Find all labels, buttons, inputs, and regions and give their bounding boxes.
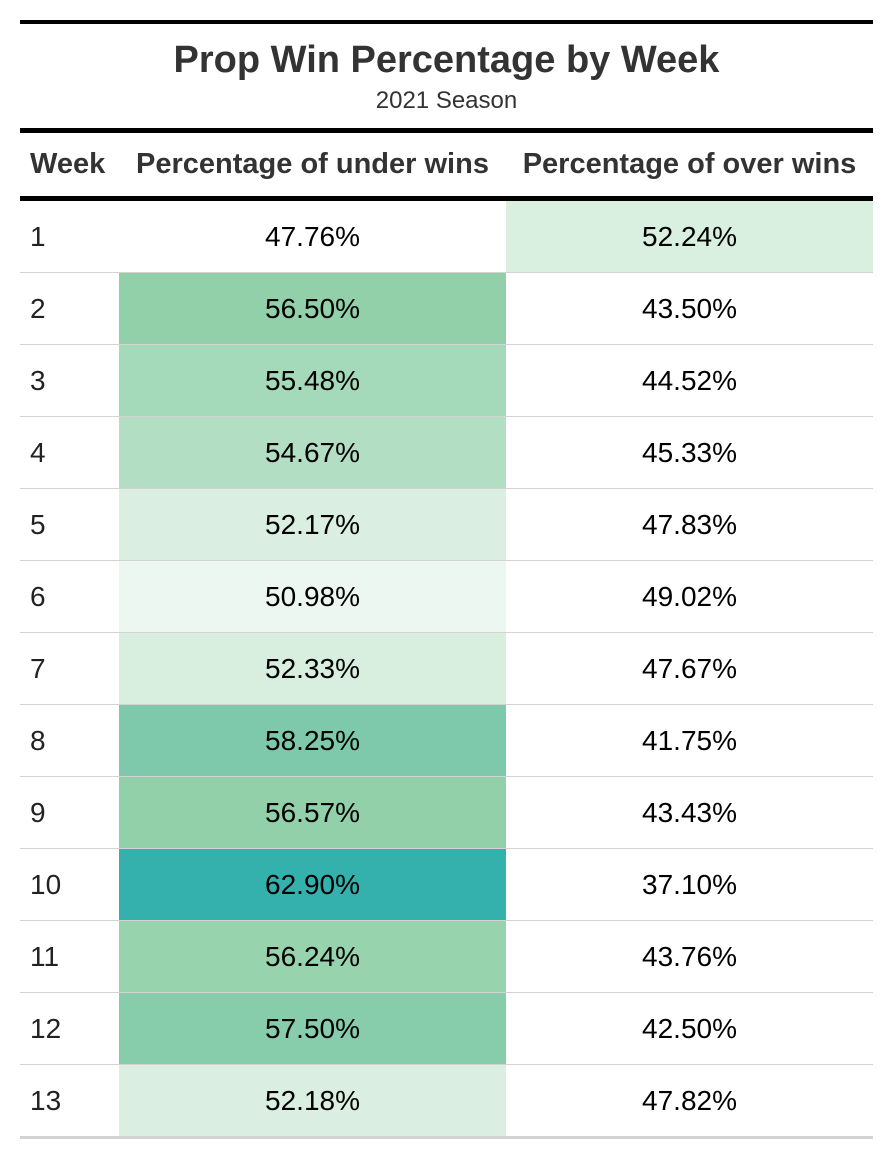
over-cell: 43.43% bbox=[506, 776, 873, 849]
under-cell: 57.50% bbox=[119, 992, 506, 1065]
week-cell: 4 bbox=[20, 416, 119, 489]
over-cell: 37.10% bbox=[506, 848, 873, 921]
table-figure: Prop Win Percentage by Week 2021 Season … bbox=[20, 20, 873, 1139]
week-cell: 3 bbox=[20, 344, 119, 417]
table-title: Prop Win Percentage by Week bbox=[173, 39, 720, 81]
under-cell: 56.57% bbox=[119, 776, 506, 849]
over-cell: 47.83% bbox=[506, 488, 873, 561]
table-row: 4 54.67% 45.33% bbox=[20, 416, 873, 489]
data-table: Week Percentage of under wins Percentage… bbox=[20, 133, 873, 1139]
over-cell: 43.50% bbox=[506, 272, 873, 345]
over-cell: 44.52% bbox=[506, 344, 873, 417]
under-cell: 56.24% bbox=[119, 920, 506, 993]
table-body: 1 47.76% 52.24% 2 56.50% 43.50% 3 55.48% 44.52% 4… bbox=[20, 198, 873, 1139]
under-cell: 52.17% bbox=[119, 488, 506, 561]
table-row: 10 62.90% 37.10% bbox=[20, 848, 873, 921]
week-cell: 10 bbox=[20, 848, 119, 921]
table-row: 9 56.57% 43.43% bbox=[20, 776, 873, 849]
week-cell: 9 bbox=[20, 776, 119, 849]
table-row: 5 52.17% 47.83% bbox=[20, 488, 873, 561]
week-cell: 2 bbox=[20, 272, 119, 345]
over-cell: 52.24% bbox=[506, 198, 873, 273]
table-row: 3 55.48% 44.52% bbox=[20, 344, 873, 417]
under-cell: 54.67% bbox=[119, 416, 506, 489]
week-cell: 8 bbox=[20, 704, 119, 777]
week-cell: 11 bbox=[20, 920, 119, 993]
under-cell: 47.76% bbox=[119, 198, 506, 273]
header-rule bbox=[20, 128, 873, 133]
table-row: 6 50.98% 49.02% bbox=[20, 560, 873, 633]
column-header-over: Percentage of over wins bbox=[506, 133, 873, 201]
table-row: 2 56.50% 43.50% bbox=[20, 272, 873, 345]
under-cell: 62.90% bbox=[119, 848, 506, 921]
week-cell: 12 bbox=[20, 992, 119, 1065]
table-row: 7 52.33% 47.67% bbox=[20, 632, 873, 705]
header-row: Week Percentage of under wins Percentage… bbox=[20, 133, 873, 201]
over-cell: 41.75% bbox=[506, 704, 873, 777]
week-cell: 13 bbox=[20, 1064, 119, 1139]
week-cell: 6 bbox=[20, 560, 119, 633]
under-cell: 58.25% bbox=[119, 704, 506, 777]
over-cell: 45.33% bbox=[506, 416, 873, 489]
column-header-under: Percentage of under wins bbox=[119, 133, 506, 201]
top-rule bbox=[20, 20, 873, 24]
under-cell: 50.98% bbox=[119, 560, 506, 633]
table-row: 11 56.24% 43.76% bbox=[20, 920, 873, 993]
over-cell: 47.82% bbox=[506, 1064, 873, 1139]
over-cell: 43.76% bbox=[506, 920, 873, 993]
table-row: 8 58.25% 41.75% bbox=[20, 704, 873, 777]
under-cell: 56.50% bbox=[119, 272, 506, 345]
table-row: 13 52.18% 47.82% bbox=[20, 1064, 873, 1139]
week-cell: 1 bbox=[20, 198, 119, 273]
table-subtitle: 2021 Season bbox=[375, 87, 518, 114]
over-cell: 47.67% bbox=[506, 632, 873, 705]
over-cell: 49.02% bbox=[506, 560, 873, 633]
column-header-week: Week bbox=[20, 133, 119, 201]
over-cell: 42.50% bbox=[506, 992, 873, 1065]
table-row: 12 57.50% 42.50% bbox=[20, 992, 873, 1065]
week-cell: 5 bbox=[20, 488, 119, 561]
under-cell: 55.48% bbox=[119, 344, 506, 417]
table-row: 1 47.76% 52.24% bbox=[20, 198, 873, 273]
under-cell: 52.18% bbox=[119, 1064, 506, 1139]
week-cell: 7 bbox=[20, 632, 119, 705]
under-cell: 52.33% bbox=[119, 632, 506, 705]
